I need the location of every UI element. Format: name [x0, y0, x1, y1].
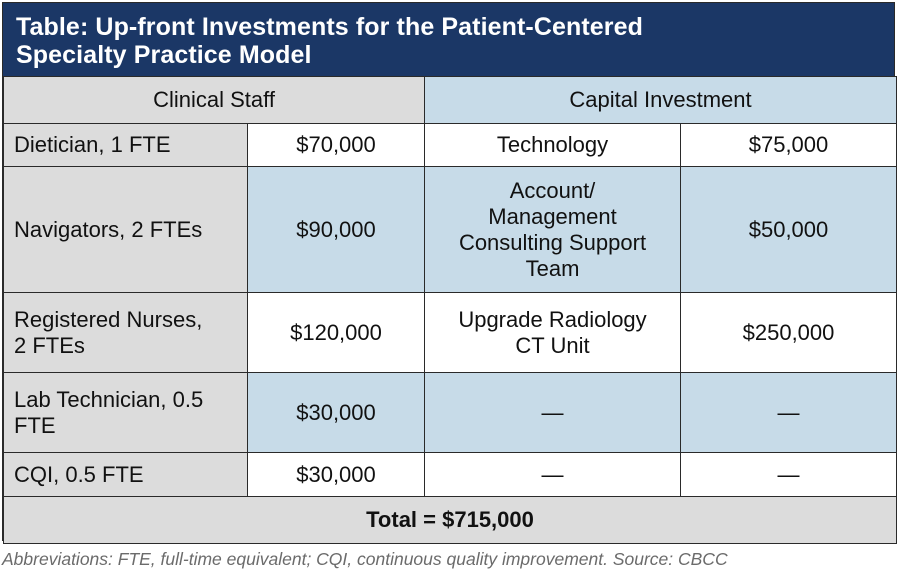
staff-cost-cell: $120,000: [248, 293, 425, 373]
staff-cost-cell: $30,000: [248, 373, 425, 453]
header-clinical-staff: Clinical Staff: [4, 77, 425, 124]
table-row: CQI, 0.5 FTE $30,000 — —: [4, 453, 897, 497]
staff-cell: Lab Technician, 0.5 FTE: [4, 373, 248, 453]
capital-label: —: [435, 400, 670, 426]
capital-cost-cell: $50,000: [681, 167, 897, 293]
staff-label: Lab Technician, 0.5: [14, 387, 237, 413]
header-row: Clinical Staff Capital Investment: [4, 77, 897, 124]
capital-label: —: [435, 462, 670, 488]
capital-label: Consulting Support: [435, 230, 670, 256]
total-cell: Total = $715,000: [4, 497, 897, 544]
capital-cell: Upgrade Radiology CT Unit: [425, 293, 681, 373]
staff-label: Navigators, 2 FTEs: [14, 217, 237, 243]
total-row: Total = $715,000: [4, 497, 897, 544]
footnote: Abbreviations: FTE, full-time equivalent…: [2, 549, 728, 570]
staff-cell: Dietician, 1 FTE: [4, 124, 248, 167]
capital-label: CT Unit: [435, 333, 670, 359]
staff-label: Dietician, 1 FTE: [14, 132, 237, 158]
capital-cost-cell: —: [681, 373, 897, 453]
capital-cost-cell: —: [681, 453, 897, 497]
table-row: Navigators, 2 FTEs $90,000 Account/ Mana…: [4, 167, 897, 293]
capital-cost-cell: $75,000: [681, 124, 897, 167]
staff-label: FTE: [14, 413, 237, 439]
capital-label: Technology: [435, 132, 670, 158]
table-title-line-2: Specialty Practice Model: [16, 41, 894, 69]
staff-cost-cell: $70,000: [248, 124, 425, 167]
staff-label: Registered Nurses,: [14, 307, 237, 333]
staff-cell: Registered Nurses, 2 FTEs: [4, 293, 248, 373]
table-row: Registered Nurses, 2 FTEs $120,000 Upgra…: [4, 293, 897, 373]
staff-label: CQI, 0.5 FTE: [14, 462, 237, 488]
investment-table: Clinical Staff Capital Investment Dietic…: [3, 76, 897, 544]
capital-cell: —: [425, 373, 681, 453]
capital-cell: Account/ Management Consulting Support T…: [425, 167, 681, 293]
capital-cell: —: [425, 453, 681, 497]
capital-label: Management: [435, 204, 670, 230]
staff-cost-cell: $30,000: [248, 453, 425, 497]
capital-cell: Technology: [425, 124, 681, 167]
staff-cost-cell: $90,000: [248, 167, 425, 293]
table-title: Table: Up-front Investments for the Pati…: [3, 3, 894, 76]
capital-label: Account/: [435, 178, 670, 204]
staff-cell: Navigators, 2 FTEs: [4, 167, 248, 293]
staff-cell: CQI, 0.5 FTE: [4, 453, 248, 497]
staff-label: 2 FTEs: [14, 333, 237, 359]
capital-label: Team: [435, 256, 670, 282]
table-row: Lab Technician, 0.5 FTE $30,000 — —: [4, 373, 897, 453]
investment-table-frame: Table: Up-front Investments for the Pati…: [2, 2, 895, 541]
capital-cost-cell: $250,000: [681, 293, 897, 373]
capital-label: Upgrade Radiology: [435, 307, 670, 333]
table-title-line-1: Table: Up-front Investments for the Pati…: [16, 13, 894, 41]
table-row: Dietician, 1 FTE $70,000 Technology $75,…: [4, 124, 897, 167]
header-capital-investment: Capital Investment: [425, 77, 897, 124]
